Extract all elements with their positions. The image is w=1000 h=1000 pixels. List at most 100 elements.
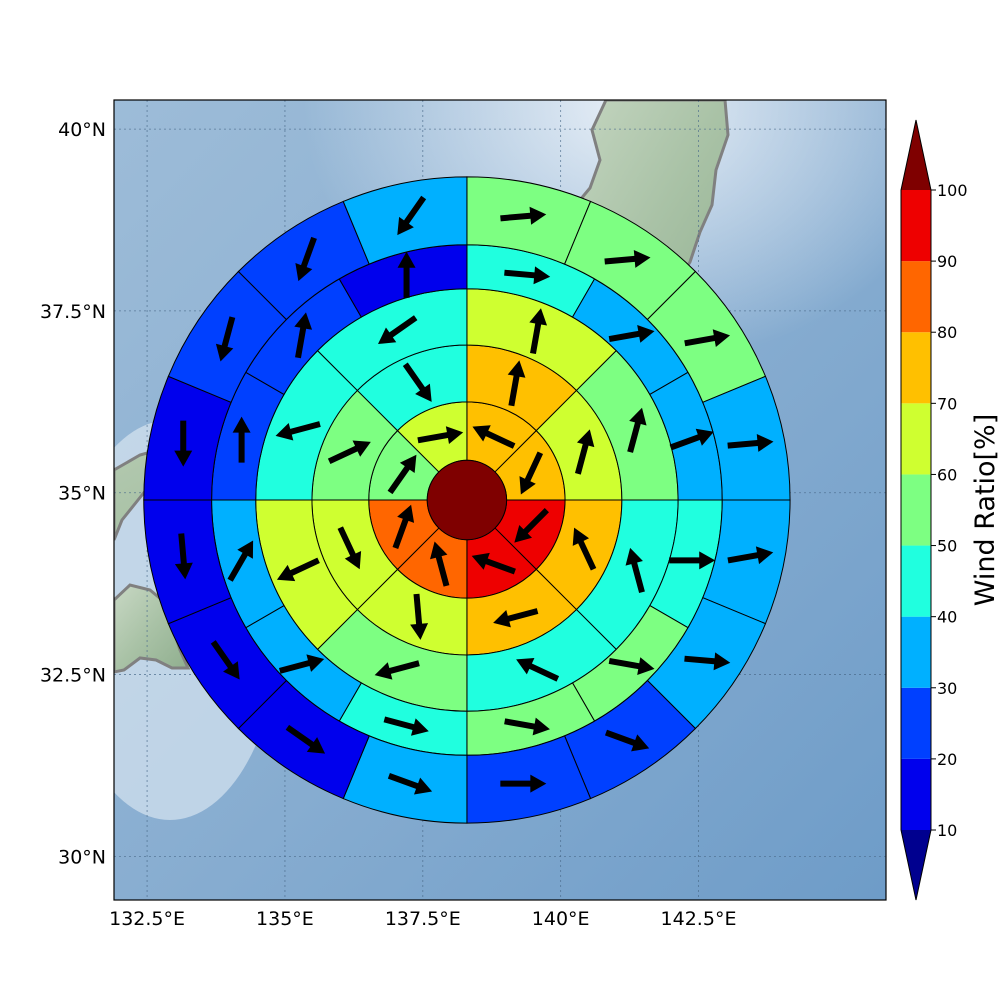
wind-arrow	[500, 774, 547, 793]
colorbar-bin	[901, 616, 931, 688]
wind-arrow	[0, 0, 9, 23]
wind-arrow	[604, 729, 650, 752]
wind-arrow	[174, 533, 193, 580]
wind-arrow	[0, 0, 9, 23]
wind-arrow	[174, 420, 193, 467]
x-tick-label: 132.5°E	[109, 908, 185, 930]
wind-arrow	[0, 0, 9, 23]
colorbar-tick-label: 100	[937, 181, 968, 200]
x-tick-label: 142.5°E	[661, 908, 737, 930]
wind-arrow	[327, 440, 371, 465]
colorbar-bin	[901, 758, 931, 830]
wind-arrow	[727, 433, 774, 452]
colorbar-bin	[901, 403, 931, 475]
colorbar-tick-label: 50	[937, 537, 957, 556]
wind-arrow	[232, 416, 251, 463]
wind-arrow	[504, 717, 550, 736]
colorbar-extend-min	[901, 830, 931, 900]
wind-arrow	[0, 0, 9, 23]
wind-arrow	[0, 0, 9, 23]
x-axis-tick-labels: 132.5°E 135°E 137.5°E 140°E 142.5°E	[109, 908, 736, 930]
wind-arrow	[215, 316, 236, 362]
wind-arrow	[378, 315, 418, 345]
wind-arrow	[374, 660, 420, 680]
y-tick-label: 35°N	[58, 483, 106, 505]
colorbar-tick-label: 20	[937, 750, 957, 769]
colorbar-bin	[901, 190, 931, 262]
colorbar-tick-label: 60	[937, 465, 957, 484]
wind-arrow	[0, 0, 9, 23]
wind-arrow	[417, 426, 464, 444]
wind-arrow	[608, 324, 655, 343]
y-tick-label: 40°N	[58, 119, 106, 141]
wind-arrow	[504, 266, 551, 285]
wind-arrow	[337, 526, 362, 570]
wind-arrow	[0, 0, 9, 23]
colorbar-tick-label: 80	[937, 323, 957, 342]
wind-arrow	[471, 552, 516, 575]
wind-arrow	[0, 0, 9, 23]
wind-arrow	[285, 724, 326, 754]
wind-arrow	[514, 507, 549, 543]
wind-arrow	[507, 360, 526, 407]
wind-arrow	[519, 451, 544, 495]
wind-arrow	[430, 541, 450, 587]
wind-arrow	[529, 308, 548, 355]
wind-arrow	[227, 540, 254, 582]
wind-direction-arrows	[0, 0, 774, 795]
map-frame	[113, 99, 887, 901]
y-axis-tick-labels: 40°N 37.5°N 35°N 32.5°N 30°N	[40, 119, 106, 868]
x-tick-label: 140°E	[532, 908, 590, 930]
wind-arrow	[684, 652, 731, 671]
wind-arrow	[604, 249, 651, 268]
wind-arrow	[392, 504, 415, 550]
wind-arrow	[625, 547, 645, 594]
wind-arrow	[410, 593, 429, 640]
wind-arrow	[0, 0, 9, 23]
wind-arrow	[669, 551, 716, 570]
colorbar-bin	[901, 474, 931, 546]
wind-arrow	[276, 557, 320, 582]
wind-arrow	[500, 206, 547, 225]
wind-arrow	[278, 654, 325, 674]
wind-arrow	[669, 428, 714, 451]
colorbar-bin	[901, 332, 931, 404]
wind-arrow	[572, 527, 597, 571]
wind-arrow	[0, 0, 9, 23]
wind-arrow	[0, 0, 9, 23]
wind-arrow	[387, 772, 433, 795]
wind-arrow	[387, 454, 417, 495]
wind-arrow	[627, 407, 647, 453]
wind-arrow	[0, 0, 9, 23]
colorbar-tick-label: 40	[937, 608, 957, 627]
center-cell	[426, 459, 508, 541]
wind-arrow	[684, 329, 731, 347]
wind-arrow	[0, 0, 9, 23]
land-shikoku-kyushu	[114, 583, 191, 674]
x-tick-label: 135°E	[256, 908, 314, 930]
wind-arrow	[295, 236, 317, 282]
wind-arrow	[294, 312, 313, 359]
wind-arrow	[0, 0, 9, 23]
colorbar-bin	[901, 545, 931, 617]
y-tick-label: 32.5°N	[40, 665, 106, 687]
colorbar-label: Wind Ratio[%]	[970, 414, 1000, 606]
wind-arrow	[397, 195, 427, 236]
colorbar-bin	[901, 687, 931, 759]
wind-arrow	[402, 362, 432, 402]
wind-arrow	[275, 421, 321, 441]
wind-arrow	[608, 657, 655, 676]
wind-arrow	[0, 0, 9, 23]
wind-arrow	[493, 608, 539, 628]
wind-arrow	[210, 640, 240, 680]
colorbar-bin	[901, 261, 931, 333]
wind-arrow	[516, 658, 560, 682]
wind-arrow	[0, 0, 9, 23]
wind-ratio-sectors	[143, 176, 791, 824]
colorbar-extend-max	[901, 120, 931, 190]
colorbar-tick-label: 10	[937, 821, 957, 840]
colorbar-tick-label: 30	[937, 679, 957, 698]
colorbar-tick-label: 90	[937, 252, 957, 271]
wind-arrow	[472, 425, 516, 449]
